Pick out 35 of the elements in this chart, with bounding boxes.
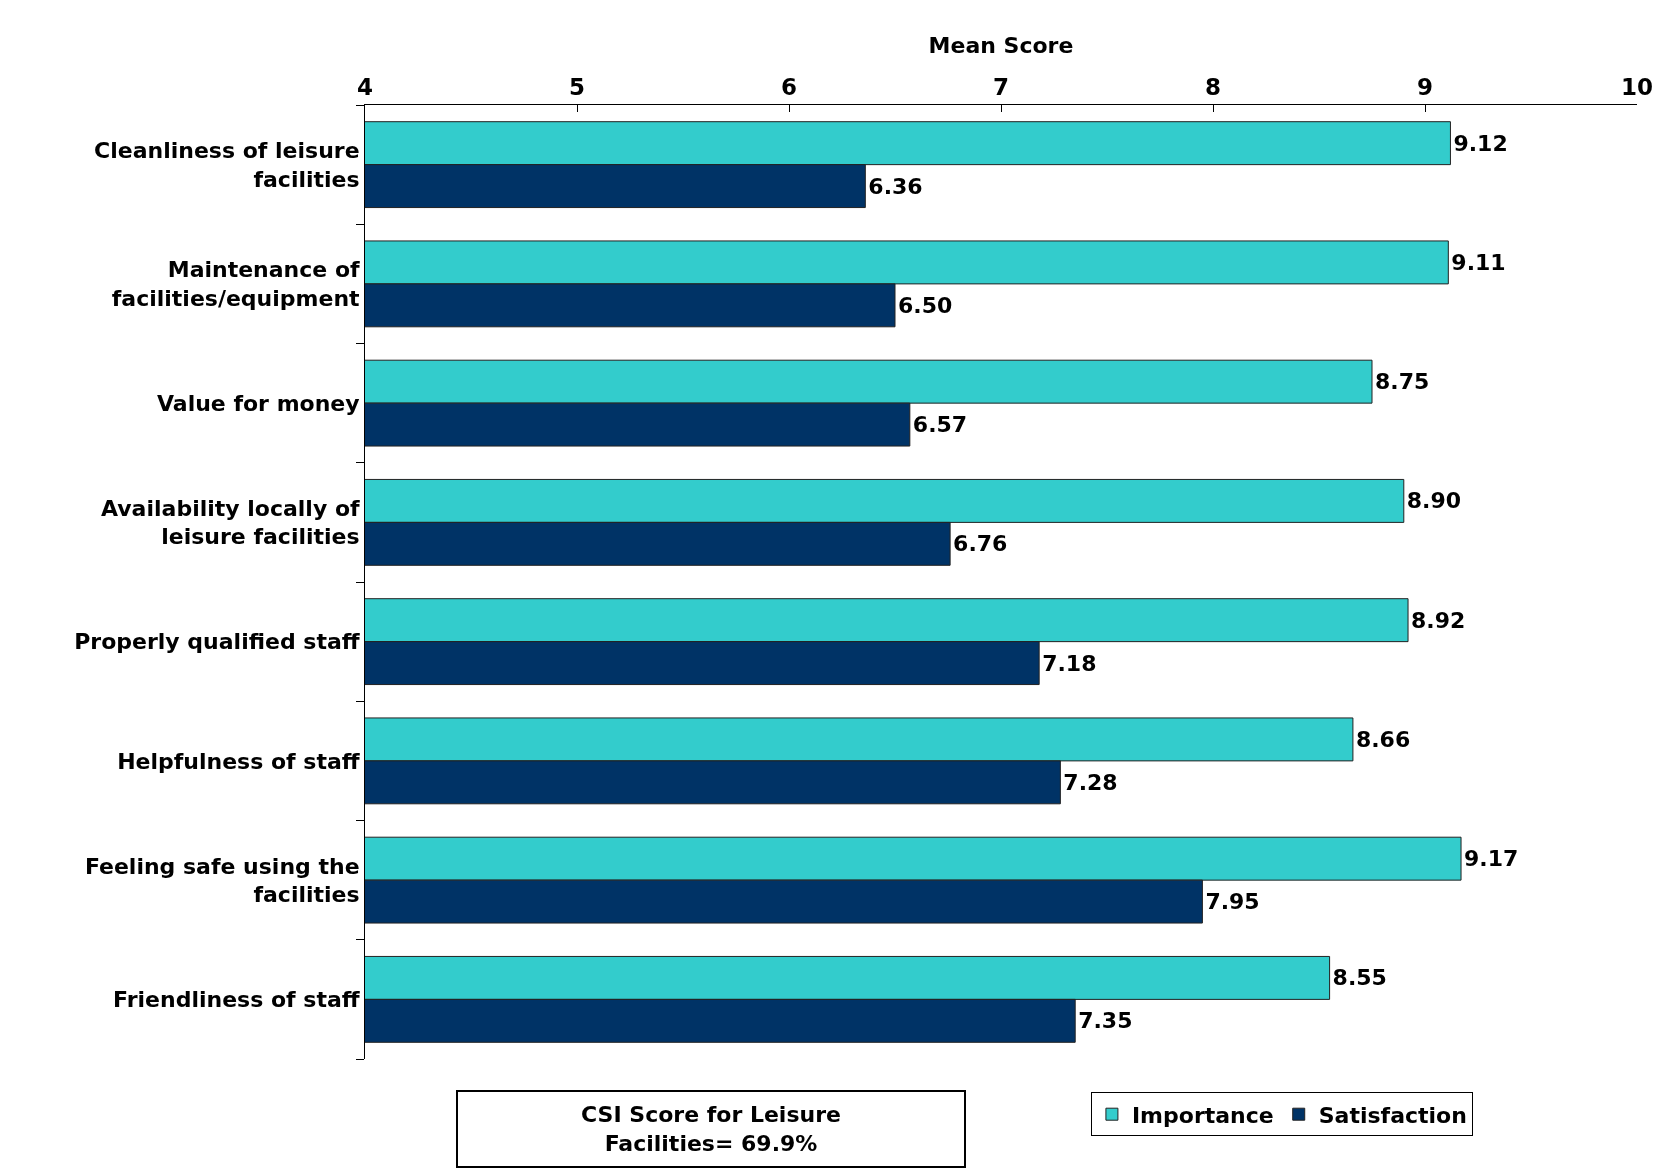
y-tick-label: Cleanliness of leisure facilities	[94, 138, 360, 192]
y-tick-label: Friendliness of staff	[113, 987, 361, 1013]
legend-label: Satisfaction	[1318, 1102, 1467, 1128]
data-label: 8.92	[1411, 607, 1466, 633]
text: CSI Score for Leisure Facilities= 69.9%	[581, 1102, 841, 1156]
data-label: 7.35	[1078, 1008, 1133, 1034]
data-label: 6.76	[953, 531, 1008, 557]
data-label: 9.11	[1451, 249, 1506, 275]
data-label: 8.55	[1332, 965, 1387, 991]
y-tick-label: Properly qualified staff	[74, 629, 361, 655]
x-tick-label: 6	[780, 73, 798, 100]
data-label: 8.75	[1375, 369, 1430, 395]
data-label: 7.28	[1063, 769, 1118, 795]
data-label: 6.36	[868, 173, 923, 199]
legend-label: Importance	[1131, 1102, 1274, 1128]
data-label: 7.18	[1042, 650, 1097, 676]
data-label: 8.90	[1406, 488, 1462, 514]
data-label: 7.95	[1205, 889, 1260, 915]
y-tick-label: Value for money	[156, 390, 360, 416]
data-label: 9.17	[1464, 846, 1519, 872]
x-tick-label: 7	[992, 73, 1010, 100]
y-tick-label: Feeling safe using the facilities	[84, 853, 360, 908]
x-tick-label: 4	[356, 73, 374, 100]
x-tick-label: 9	[1416, 73, 1434, 100]
x-tick-label: 8	[1204, 73, 1222, 100]
x-tick-label: 5	[568, 73, 586, 100]
y-tick-label: Maintenance of facilities/equipment	[111, 257, 361, 311]
data-label: 9.12	[1453, 130, 1508, 156]
y-tick-label: Availability locally of leisure facilities	[101, 495, 361, 550]
x-tick-label: 10	[1620, 73, 1654, 100]
y-tick-label: Helpfulness of staff	[117, 748, 361, 774]
data-label: 6.50	[898, 292, 953, 318]
data-label: 8.66	[1355, 726, 1411, 752]
data-label: 6.57	[912, 412, 968, 438]
x-axis-title: Mean Score	[928, 32, 1074, 58]
